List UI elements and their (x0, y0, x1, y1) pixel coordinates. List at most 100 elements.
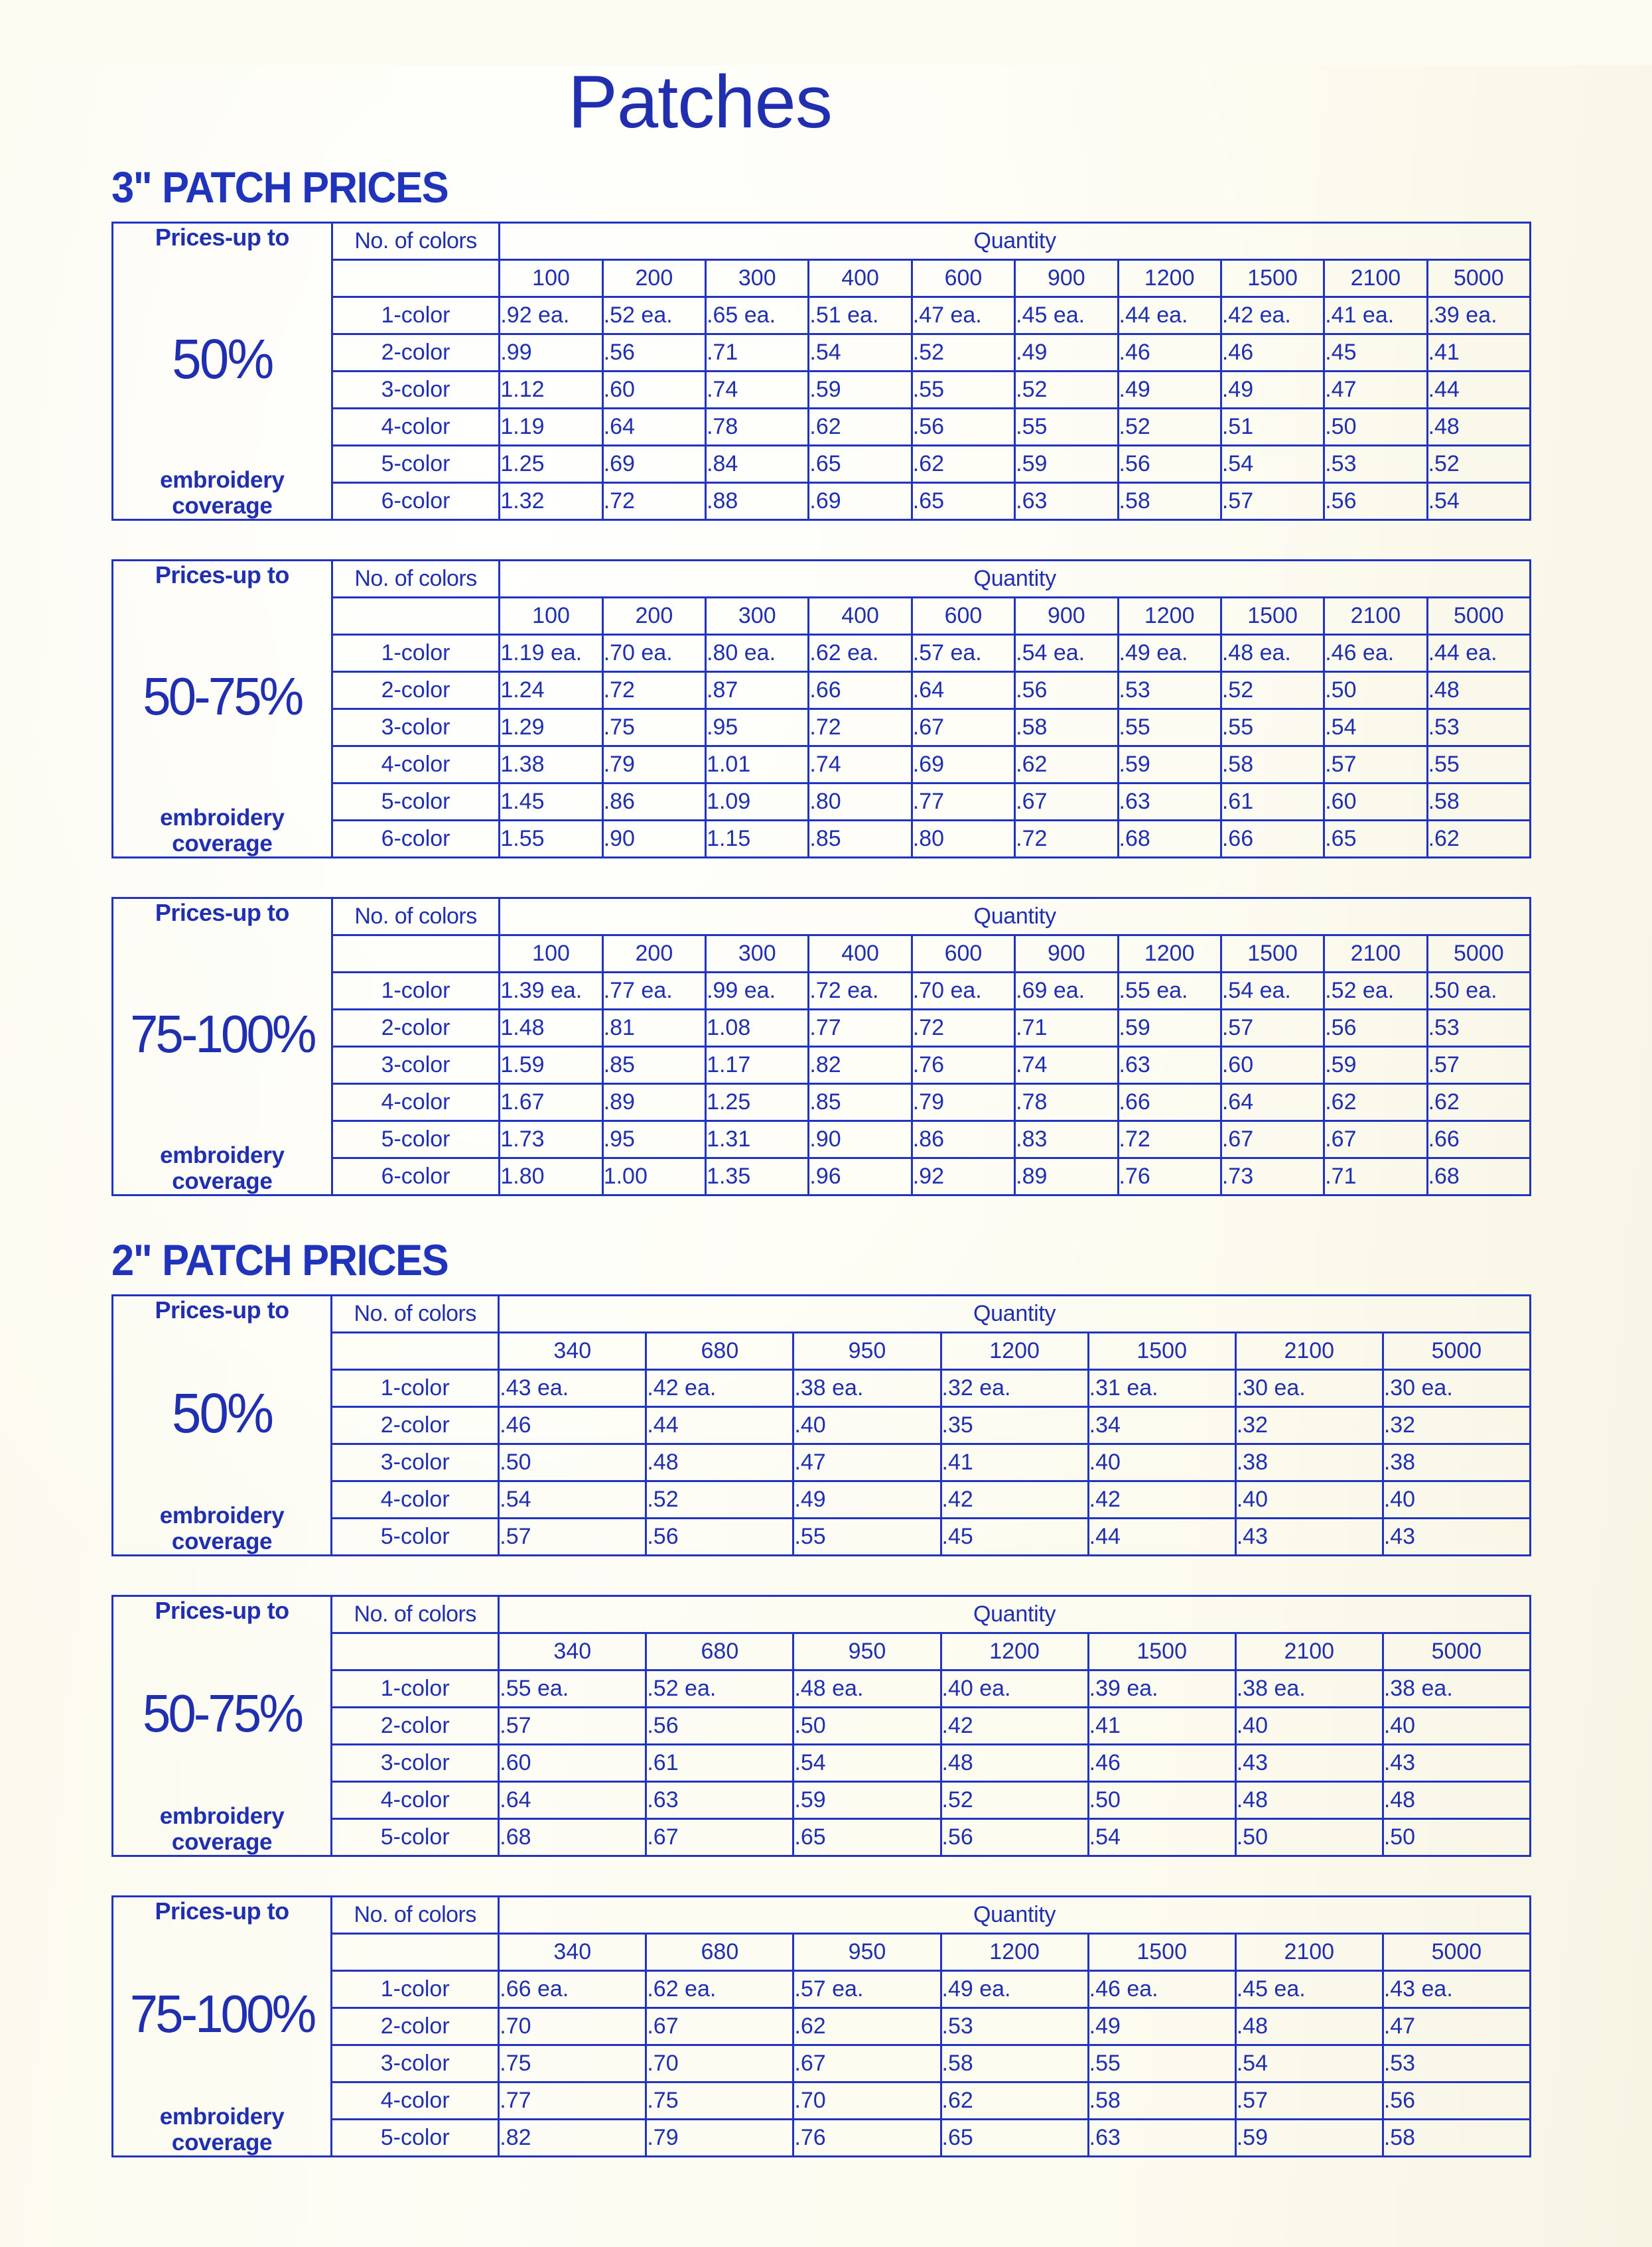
price-cell: .76 (910, 1046, 1016, 1085)
price-cell: .59 (1117, 1008, 1222, 1048)
quantity-column-header: 2100 (1323, 259, 1428, 298)
price-cell: .42 ea. (1219, 296, 1326, 335)
quantity-column-header: 1500 (1219, 259, 1326, 298)
price-cell: .57 (1219, 482, 1326, 521)
price-cell: .55 (1087, 2044, 1237, 2083)
table-row: 5-color .57.56.55.45.44.43.43 (113, 1517, 1532, 1556)
price-cell: .60 (601, 370, 707, 409)
table-row: 6-color 1.80 1.00 1.35.96.92.89.76.73.71.68 (113, 1157, 1532, 1196)
quantity-tick-row: 100 200 300 400 600 900 1200 1500 2100 5000 (113, 596, 1532, 636)
price-cell: .51 (1219, 407, 1326, 446)
price-cell: 1.80 (498, 1157, 604, 1196)
quantity-column-header: 100 (498, 934, 604, 973)
table-row: 5-color 1.73.95 1.31.90.86.83.72.67.67.66 (113, 1120, 1532, 1159)
price-cell: .41 (939, 1443, 1089, 1482)
price-cell: .44 (1426, 370, 1532, 409)
price-cell: .46 (498, 1406, 648, 1445)
price-cell: .55 (792, 1517, 942, 1556)
quantity-column-header: 300 (705, 259, 810, 298)
price-cell: .38 ea. (792, 1369, 942, 1408)
price-cell: .40 (1381, 1480, 1532, 1519)
table-header-row: Prices-up to 50-75% embroidery coverage No. … (111, 559, 1531, 858)
price-cell: 1.12 (498, 370, 604, 409)
price-cell: .71 (1323, 1157, 1428, 1196)
price-cell: .50 (1087, 1781, 1237, 1820)
price-cell: .66 (1426, 1120, 1532, 1159)
table-row: 1-color .66 ea. .62 ea. .57 ea. .49 ea. .46 e… (113, 1970, 1532, 2009)
quantity-column-header: 950 (792, 1632, 942, 1671)
price-table-patch-2in-50-75: Prices-up to 50-75% embroidery coverage No. … (106, 1595, 1546, 1857)
table-header-row: Prices-up to 50% embroidery coverage No. of … (111, 1294, 1531, 1556)
price-cell: .75 (645, 2081, 795, 2120)
spacer-cell (330, 1933, 500, 1972)
quantity-column-header: 680 (645, 1933, 795, 1972)
tables-group-3in: Prices-up to 50% embroidery coverage No. of … (106, 222, 1546, 1196)
price-cell: .54 (792, 1743, 942, 1783)
table-row: 5-color 1.25.69.84.65.62.59.56.54.53.52 (113, 444, 1532, 484)
price-cell: .72 (1014, 819, 1119, 858)
table-row: 4-color .54.52.49.42.42.40.40 (113, 1480, 1532, 1519)
price-cell: .90 (807, 1120, 913, 1159)
price-cell: .43 (1381, 1517, 1532, 1556)
price-cell: .44 (645, 1406, 795, 1445)
price-cell: .58 (1014, 708, 1119, 747)
quantity-column-header: 1500 (1219, 934, 1326, 973)
price-cell: .60 (1323, 782, 1428, 821)
price-cell: .52 (910, 333, 1016, 372)
price-cell: 1.09 (705, 782, 810, 821)
tables-group-2in: Prices-up to 50% embroidery coverage No. of … (106, 1294, 1546, 2157)
price-cell: .45 (1323, 333, 1428, 372)
coverage-percent: 50% (172, 328, 274, 391)
price-cell: .58 (1219, 745, 1326, 784)
price-cell: .70 ea. (601, 634, 707, 673)
price-cell: .49 (792, 1480, 942, 1519)
price-cell: .56 (645, 1517, 795, 1556)
price-cell: .47 ea. (910, 296, 1016, 335)
price-cell: .35 (939, 1406, 1089, 1445)
coverage-cell: Prices-up to 50-75% embroidery coverage (111, 559, 333, 858)
quantity-column-header: 680 (645, 1331, 795, 1371)
quantity-column-header: 5000 (1426, 934, 1532, 973)
table-row: 1-color 1.19 ea. .70 ea. .80 ea. .62 ea. .57 … (113, 634, 1532, 673)
price-cell: .71 (1014, 1008, 1119, 1048)
price-cell: .64 (1219, 1083, 1326, 1122)
price-cell: .57 (498, 1517, 648, 1556)
price-table-patch-2in-75-100: Prices-up to 75-100% embroidery coverage No.… (106, 1895, 1546, 2157)
price-cell: .42 (939, 1480, 1089, 1519)
price-cell: .58 (939, 2044, 1089, 2083)
coverage-percent: 75-100% (129, 1984, 316, 2044)
price-cell: .81 (601, 1008, 707, 1048)
price-cell: .48 (939, 1743, 1089, 1783)
table-row: 5-color .82.79.76.65.63.59.58 (113, 2118, 1532, 2157)
table-row: 3-color .75.70.67.58.55.54.53 (113, 2044, 1532, 2083)
no-of-colors-header: No. of colors (330, 559, 501, 598)
price-cell: .54 (807, 333, 913, 372)
price-cell: .63 (1117, 1046, 1222, 1085)
quantity-column-header: 200 (601, 596, 707, 636)
color-count-label: 3-color (330, 1046, 501, 1085)
price-cell: .39 ea. (1087, 1669, 1237, 1708)
price-cell: .55 (1426, 745, 1532, 784)
price-cell: .67 (1014, 782, 1119, 821)
price-cell: 1.59 (498, 1046, 604, 1085)
price-cell: .59 (1234, 2118, 1384, 2157)
color-count-label: 2-color (330, 1706, 500, 1745)
color-count-label: 3-color (330, 1443, 500, 1482)
coverage-label: coverage (172, 830, 273, 856)
price-cell: .88 (705, 482, 810, 521)
price-cell: .62 (807, 407, 913, 446)
price-cell: .62 (1426, 1083, 1532, 1122)
price-cell: .66 ea. (498, 1970, 648, 2009)
price-cell: .76 (792, 2118, 942, 2157)
price-cell: .41 ea. (1323, 296, 1428, 335)
price-cell: .49 (1219, 370, 1326, 409)
price-cell: .57 (1323, 745, 1428, 784)
price-cell: .52 (645, 1480, 795, 1519)
quantity-column-header: 2100 (1323, 934, 1428, 973)
price-cell: .47 (1381, 2007, 1532, 2046)
price-cell: .70 (498, 2007, 648, 2046)
prices-up-to-label: Prices-up to (155, 561, 290, 588)
price-cell: .62 ea. (645, 1970, 795, 2009)
prices-up-to-label: Prices-up to (155, 1296, 290, 1324)
price-cell: .55 ea. (498, 1669, 648, 1708)
